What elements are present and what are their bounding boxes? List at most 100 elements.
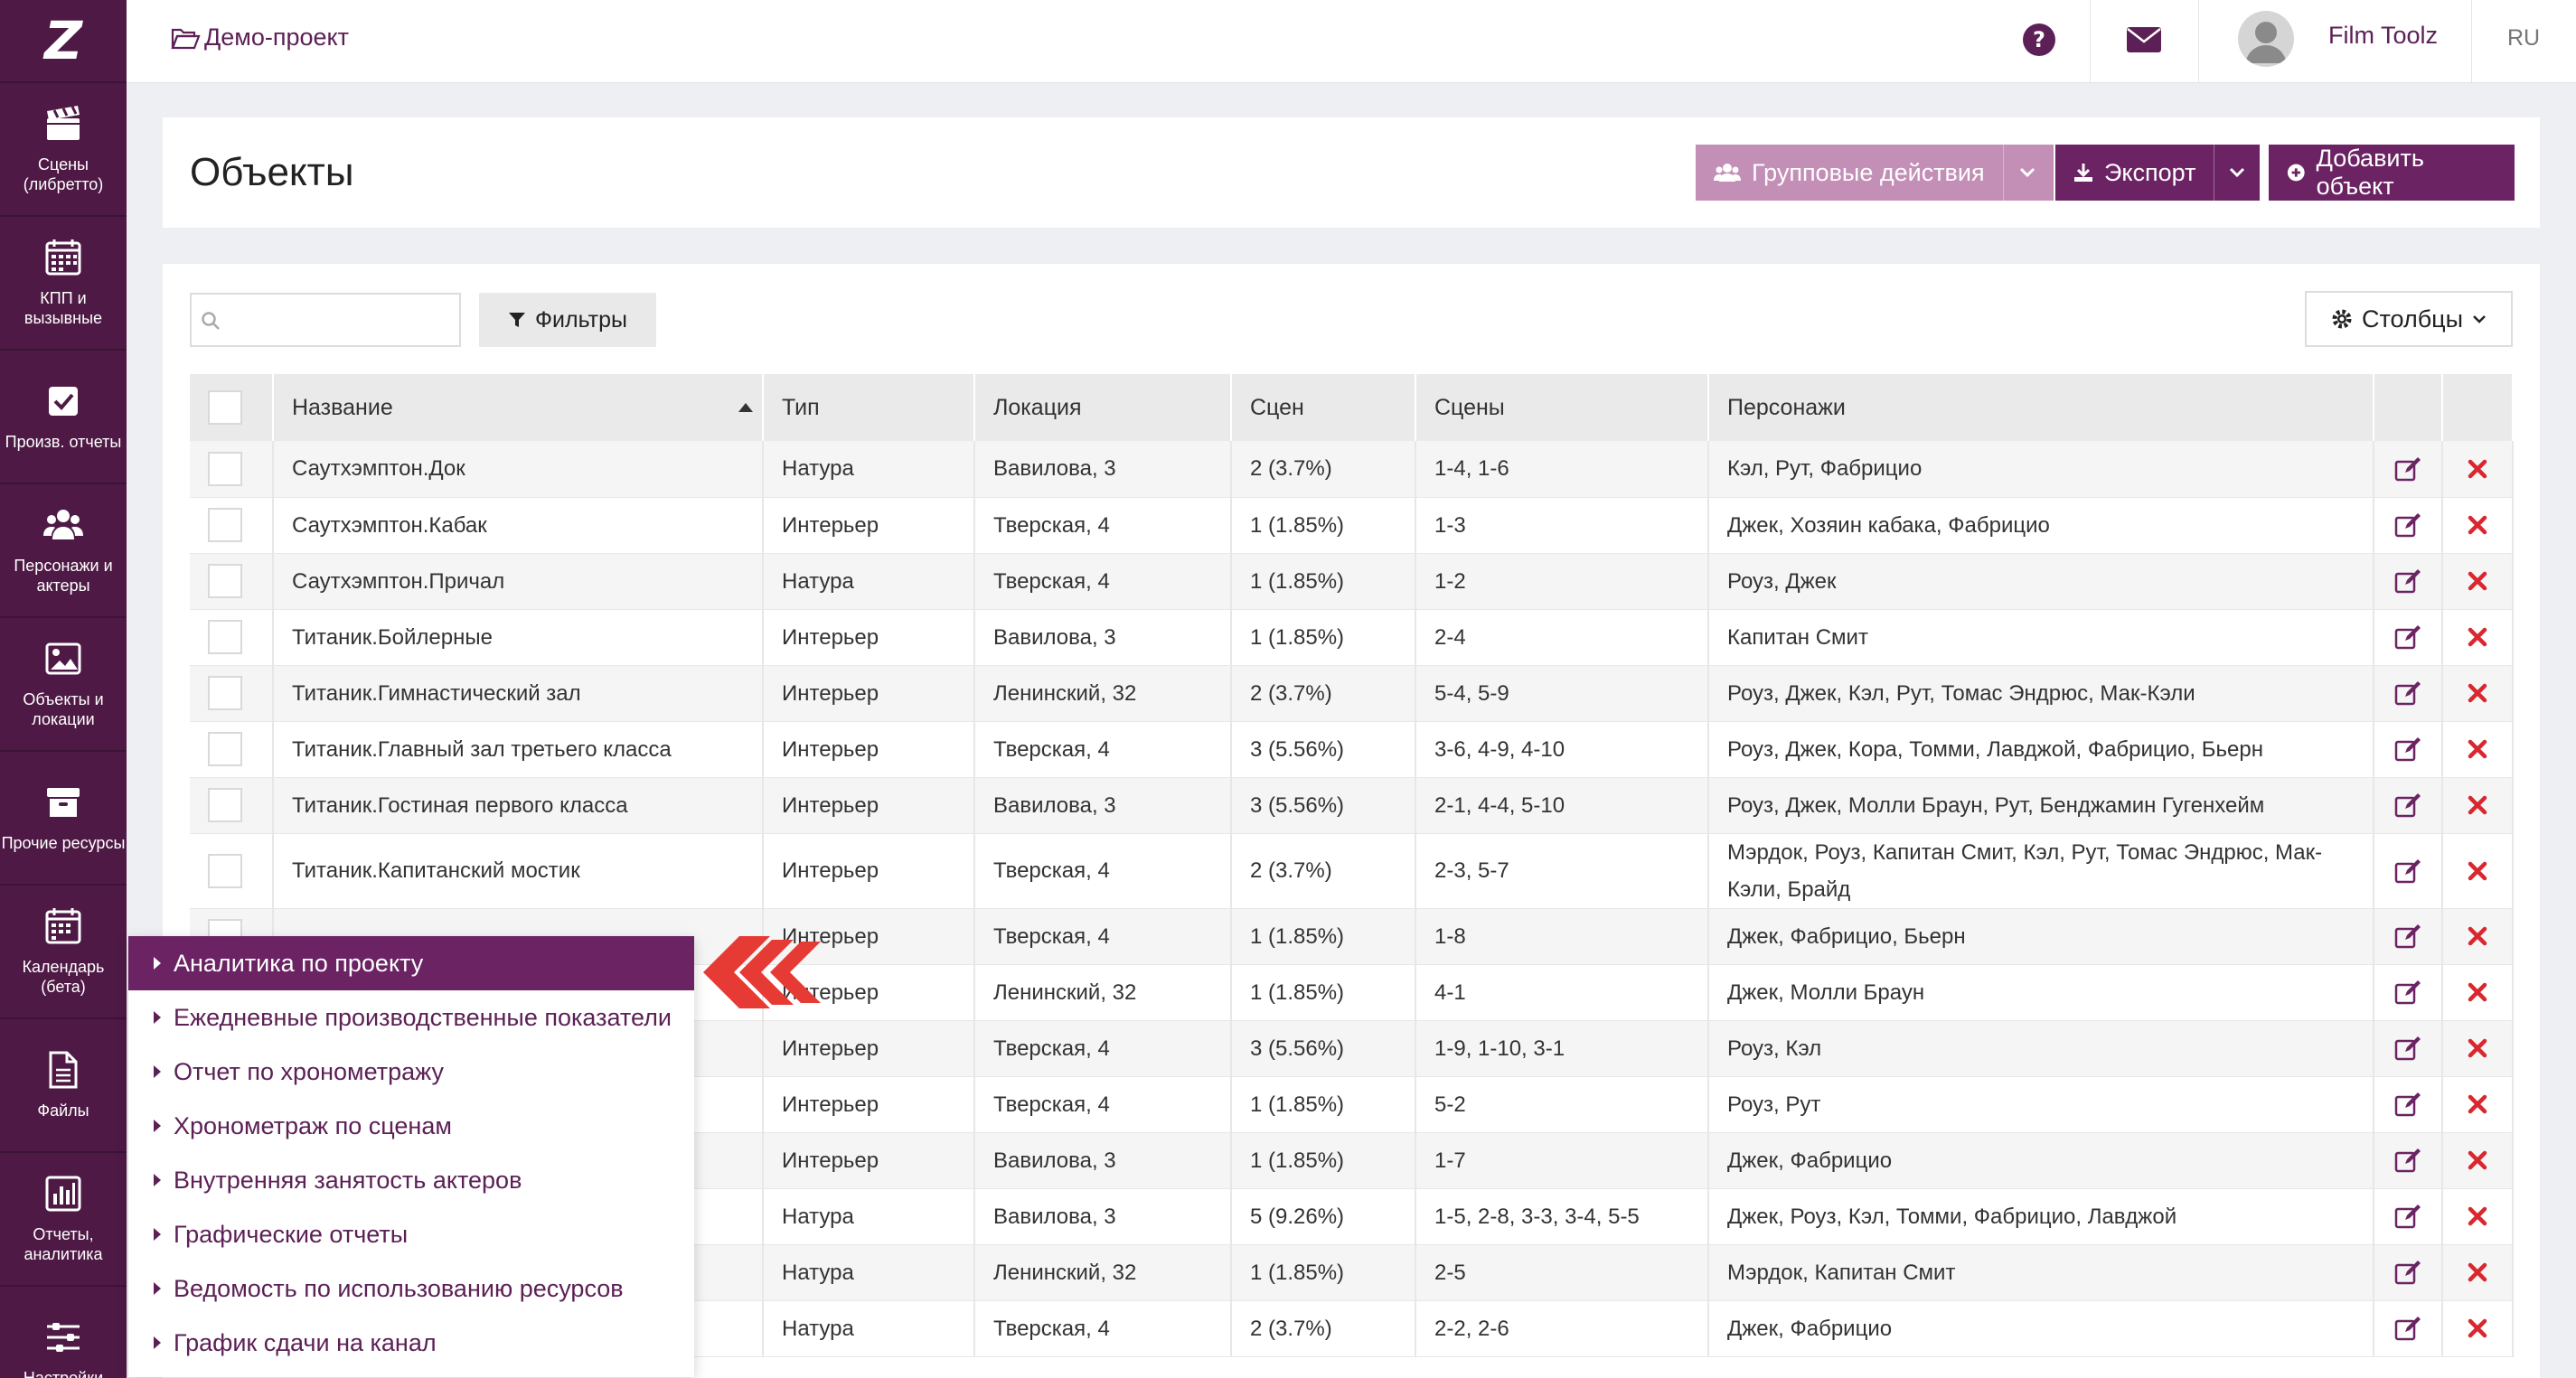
logo[interactable]: Z [0, 0, 127, 83]
delete-icon[interactable] [2461, 515, 2494, 535]
sidebar-item-image[interactable]: Объекты и локации [0, 618, 127, 752]
avatar[interactable] [2238, 11, 2294, 67]
delete-icon[interactable] [2461, 1094, 2494, 1114]
delete-icon[interactable] [2461, 982, 2494, 1002]
sidebar-item-bar-chart[interactable]: Отчеты, аналитика [0, 1153, 127, 1287]
menu-item-report[interactable]: Аналитика по проекту [128, 936, 694, 990]
caret-right-icon [154, 1174, 161, 1186]
help-icon[interactable]: ? [2021, 22, 2057, 58]
delete-icon[interactable] [2461, 683, 2494, 703]
cell-name[interactable]: Саутхэмптон.Причал [273, 553, 764, 610]
cell-name[interactable]: Саутхэмптон.Кабак [273, 497, 764, 554]
sidebar-item-checkbox[interactable]: Произв. отчеты [0, 351, 127, 484]
cell-name[interactable]: Титаник.Гостиная первого класса [273, 777, 764, 834]
row-checkbox[interactable] [208, 508, 242, 542]
column-header-scenes[interactable]: Сцены [1415, 374, 1709, 441]
add-object-button[interactable]: Добавить объект [2269, 145, 2515, 201]
column-header-scene-count[interactable]: Сцен [1231, 374, 1416, 441]
cell-name[interactable]: Титаник.Гимнастический зал [273, 665, 764, 722]
row-checkbox[interactable] [208, 451, 242, 486]
cell-scenes: 1-8 [1415, 908, 1709, 965]
chevron-down-icon[interactable] [2002, 145, 2052, 201]
menu-item-report[interactable]: Ежедневные производственные показатели [128, 990, 694, 1045]
menu-item-report[interactable]: Графические отчеты [128, 1207, 694, 1261]
menu-item-report[interactable]: Отчет по хронометражу [128, 1045, 694, 1099]
breadcrumb[interactable]: Демо-проект [170, 23, 349, 52]
table-row[interactable]: Титаник.Главный зал третьего класса Инте… [190, 721, 2514, 778]
edit-icon[interactable] [2393, 456, 2423, 482]
sidebar-item-clapperboard[interactable]: Сцены (либретто) [0, 83, 127, 217]
delete-icon[interactable] [2461, 627, 2494, 647]
edit-icon[interactable] [2393, 680, 2423, 706]
delete-icon[interactable] [2461, 1150, 2494, 1170]
table-row[interactable]: Титаник.Капитанский мостик Интерьер Твер… [190, 833, 2514, 909]
table-row[interactable]: Саутхэмптон.Док Натура Вавилова, 3 2 (3.… [190, 441, 2514, 498]
group-actions-text: Групповые действия [1752, 158, 1985, 186]
edit-icon[interactable] [2393, 858, 2423, 884]
delete-icon[interactable] [2461, 1038, 2494, 1058]
group-actions-button[interactable]: Групповые действия [1696, 145, 2054, 201]
column-header-location[interactable]: Локация [974, 374, 1232, 441]
filters-button[interactable]: Фильтры [479, 293, 656, 347]
row-checkbox[interactable] [208, 788, 242, 822]
sidebar-item-sliders[interactable]: Настройки [0, 1287, 127, 1378]
menu-item-report[interactable]: График сдачи на канал [128, 1316, 694, 1370]
column-header-characters[interactable]: Персонажи [1708, 374, 2374, 441]
delete-icon[interactable] [2461, 1262, 2494, 1282]
menu-item-report[interactable]: Хронометраж по сценам [128, 1099, 694, 1153]
row-checkbox[interactable] [208, 620, 242, 654]
edit-icon[interactable] [2393, 624, 2423, 650]
edit-icon[interactable] [2393, 923, 2423, 949]
edit-icon[interactable] [2393, 1316, 2423, 1341]
edit-icon[interactable] [2393, 568, 2423, 594]
sidebar-item-calendar-grid[interactable]: КПП и вызывные [0, 217, 127, 351]
user-name[interactable]: Film Toolz [2328, 22, 2439, 49]
table-row[interactable]: Титаник.Бойлерные Интерьер Вавилова, 3 1… [190, 609, 2514, 666]
delete-icon[interactable] [2461, 459, 2494, 479]
search-input[interactable] [190, 293, 461, 347]
menu-item-report[interactable]: Внутренняя занятость актеров [128, 1153, 694, 1207]
sidebar-item-calendar[interactable]: Календарь (бета) [0, 886, 127, 1019]
edit-icon[interactable] [2393, 1148, 2423, 1173]
export-button[interactable]: Экспорт [2055, 145, 2260, 201]
edit-icon[interactable] [2393, 1036, 2423, 1061]
row-checkbox[interactable] [208, 732, 242, 766]
cell-name[interactable]: Саутхэмптон.Док [273, 441, 764, 498]
edit-icon[interactable] [2393, 792, 2423, 818]
edit-icon[interactable] [2393, 1092, 2423, 1117]
project-name[interactable]: Демо-проект [204, 23, 350, 51]
edit-icon[interactable] [2393, 980, 2423, 1005]
sidebar-item-users[interactable]: Персонажи и актеры [0, 484, 127, 618]
select-all-checkbox[interactable] [208, 390, 242, 425]
cell-name[interactable]: Титаник.Капитанский мостик [273, 833, 764, 909]
chevron-down-icon[interactable] [2214, 145, 2260, 201]
cell-name[interactable]: Титаник.Бойлерные [273, 609, 764, 666]
table-row[interactable]: Титаник.Гостиная первого класса Интерьер… [190, 777, 2514, 834]
language-switch[interactable]: RU [2507, 25, 2541, 51]
edit-icon[interactable] [2393, 512, 2423, 538]
sidebar-item-file[interactable]: Файлы [0, 1019, 127, 1153]
mail-icon[interactable] [2126, 25, 2162, 54]
table-row[interactable]: Титаник.Гимнастический зал Интерьер Лени… [190, 665, 2514, 722]
table-row[interactable]: Саутхэмптон.Причал Натура Тверская, 4 1 … [190, 553, 2514, 610]
column-header-type[interactable]: Тип [763, 374, 975, 441]
delete-icon[interactable] [2461, 571, 2494, 591]
delete-icon[interactable] [2461, 739, 2494, 759]
row-checkbox[interactable] [208, 676, 242, 710]
delete-icon[interactable] [2461, 926, 2494, 946]
edit-icon[interactable] [2393, 1260, 2423, 1285]
delete-icon[interactable] [2461, 861, 2494, 881]
edit-icon[interactable] [2393, 1204, 2423, 1229]
edit-icon[interactable] [2393, 736, 2423, 762]
delete-icon[interactable] [2461, 1318, 2494, 1338]
cell-name[interactable]: Титаник.Главный зал третьего класса [273, 721, 764, 778]
delete-icon[interactable] [2461, 795, 2494, 815]
delete-icon[interactable] [2461, 1206, 2494, 1226]
columns-button[interactable]: Столбцы [2305, 291, 2513, 347]
column-header-name[interactable]: Название [273, 374, 764, 441]
row-checkbox[interactable] [208, 853, 242, 888]
sidebar-item-archive[interactable]: Прочие ресурсы [0, 752, 127, 886]
menu-item-report[interactable]: Ведомость по использованию ресурсов [128, 1261, 694, 1316]
row-checkbox[interactable] [208, 564, 242, 598]
table-row[interactable]: Саутхэмптон.Кабак Интерьер Тверская, 4 1… [190, 497, 2514, 554]
